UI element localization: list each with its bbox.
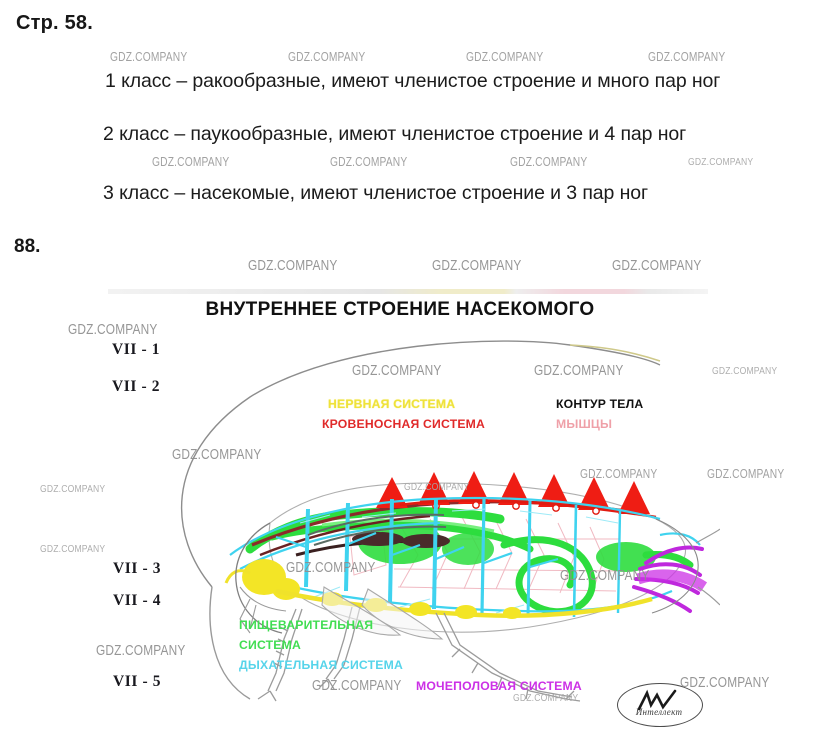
watermark: GDZ.COMPANY: [40, 543, 106, 555]
legend-digestive-system-line1: ПИЩЕВАРИТЕЛЬНАЯ: [239, 618, 374, 632]
watermark: GDZ.COMPANY: [40, 483, 106, 495]
insect-diagram-drawing: [180, 340, 720, 702]
watermark: GDZ.COMPANY: [648, 50, 726, 64]
legend-digestive-system-line2: СИСТЕМА: [239, 638, 301, 652]
watermark: GDZ.COMPANY: [712, 365, 778, 377]
watermark: GDZ.COMPANY: [288, 50, 366, 64]
legend-nervous-system: НЕРВНАЯ СИСТЕМА: [328, 397, 456, 411]
watermark: GDZ.COMPANY: [152, 155, 230, 169]
legend-urogenital-system: МОЧЕПОЛОВАЯ СИСТЕМА: [416, 679, 582, 693]
watermark: GDZ.COMPANY: [248, 258, 338, 274]
logo-oval-border: [617, 683, 703, 727]
watermark: GDZ.COMPANY: [612, 258, 702, 274]
insect-anatomy-figure: ВНУТРЕННЕЕ СТРОЕНИЕ НАСЕКОМОГО: [100, 287, 720, 705]
legend-muscles: МЫШЦЫ: [556, 417, 613, 431]
class-line-3: 3 класс – насекомые, имеют членистое стр…: [103, 182, 649, 204]
class-line-2: 2 класс – паукообразные, имеют членистое…: [103, 123, 687, 145]
publisher-logo: Интеллект: [617, 683, 703, 727]
page-label: Стр. 58.: [16, 12, 93, 34]
watermark: GDZ.COMPANY: [688, 156, 754, 168]
logo-wordmark: Интеллект: [635, 707, 683, 717]
watermark: GDZ.COMPANY: [330, 155, 408, 169]
figure-background: [100, 287, 720, 705]
roman-label-vii-2: VII - 2: [112, 378, 161, 395]
watermark: GDZ.COMPANY: [432, 258, 522, 274]
legend-circulatory-system: КРОВЕНОСНАЯ СИСТЕМА: [322, 417, 486, 431]
legend-respiratory-system: ДЫХАТЕЛЬНАЯ СИСТЕМА: [239, 658, 403, 672]
logo-monogram-icon: [637, 689, 677, 711]
roman-label-vii-1: VII - 1: [112, 341, 161, 358]
task-number: 88.: [14, 236, 41, 257]
legend-body-contour: КОНТУР ТЕЛА: [556, 397, 644, 411]
roman-label-vii-3: VII - 3: [113, 560, 162, 577]
roman-label-vii-5: VII - 5: [113, 673, 162, 690]
figure-title: ВНУТРЕННЕЕ СТРОЕНИЕ НАСЕКОМОГО: [205, 299, 595, 320]
watermark: GDZ.COMPANY: [466, 50, 544, 64]
roman-label-vii-4: VII - 4: [113, 592, 162, 609]
watermark: GDZ.COMPANY: [510, 155, 588, 169]
figure-top-strip: [108, 289, 708, 294]
class-line-1: 1 класс – ракообразные, имеют членистое …: [105, 70, 721, 92]
watermark: GDZ.COMPANY: [110, 50, 188, 64]
